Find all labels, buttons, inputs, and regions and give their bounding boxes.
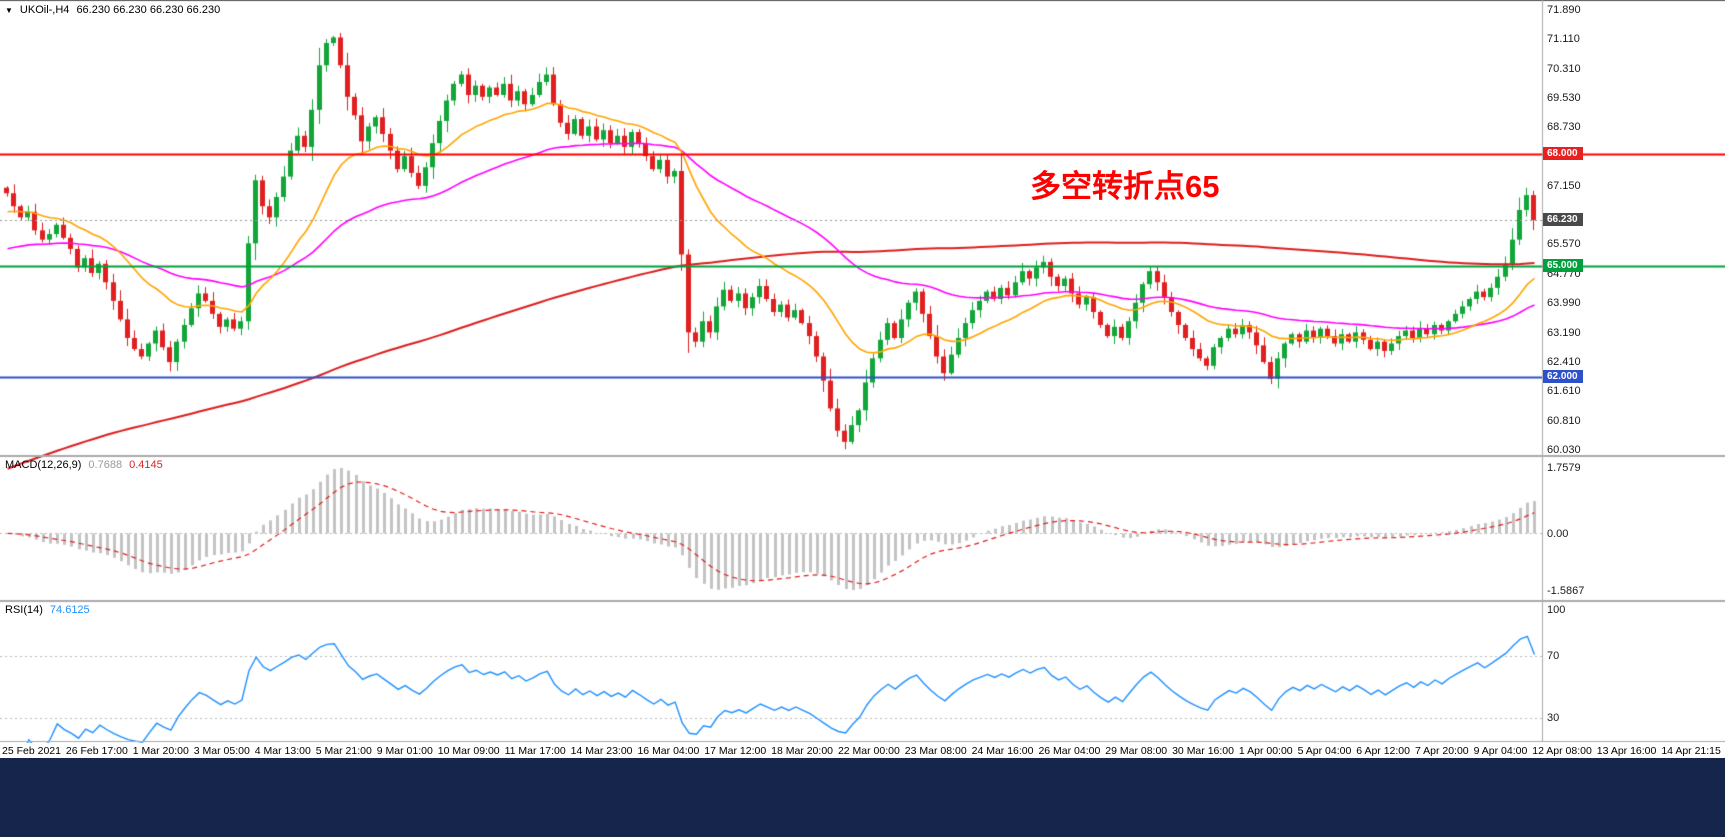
price-badge: 65.000 xyxy=(1543,258,1583,272)
price-tick-label: 63.190 xyxy=(1547,326,1581,339)
macd-name: MACD(12,26,9) xyxy=(5,459,82,471)
price-tick-label: 70.310 xyxy=(1547,62,1581,75)
price-tick-label: 63.990 xyxy=(1547,297,1581,310)
rsi-value: 74.6125 xyxy=(49,604,90,616)
time-label: 26 Feb 17:00 xyxy=(65,744,128,757)
rsi-axis-label: 30 xyxy=(1547,712,1560,724)
time-label: 5 Mar 21:00 xyxy=(315,744,372,757)
time-label: 26 Mar 04:00 xyxy=(1038,744,1101,757)
time-label: 5 Apr 04:00 xyxy=(1297,744,1352,757)
time-label: 17 Mar 12:00 xyxy=(704,744,767,757)
macd-main-value: 0.7688 xyxy=(88,459,123,471)
rsi-axis-label: 70 xyxy=(1547,650,1560,663)
rsi-axis-label: 100 xyxy=(1547,604,1566,616)
price-tick-label: 61.610 xyxy=(1547,385,1581,398)
price-tick-label: 69.530 xyxy=(1547,91,1581,104)
time-label: 16 Mar 04:00 xyxy=(637,744,700,757)
time-label: 18 Mar 20:00 xyxy=(771,744,833,757)
price-tick-label: 60.810 xyxy=(1547,415,1581,428)
time-label: 13 Apr 16:00 xyxy=(1596,744,1657,757)
price-tick-label: 71.890 xyxy=(1547,4,1581,16)
ohlc-values: 66.230 66.230 66.230 66.230 xyxy=(76,4,221,16)
time-label: 7 Apr 20:00 xyxy=(1414,744,1469,757)
time-label: 9 Apr 04:00 xyxy=(1473,744,1528,757)
time-label: 9 Mar 01:00 xyxy=(376,744,433,757)
price-badge: 62.000 xyxy=(1543,369,1583,383)
macd-panel-label: MACD(12,26,9) 0.7688 0.4145 xyxy=(5,459,163,471)
time-label: 23 Mar 08:00 xyxy=(904,744,967,757)
price-tick-label: 67.150 xyxy=(1547,179,1581,192)
time-label: 22 Mar 00:00 xyxy=(837,744,900,757)
time-label: 11 Mar 17:00 xyxy=(504,744,566,757)
macd-axis-label: 0.00 xyxy=(1547,527,1569,540)
time-label: 25 Feb 2021 xyxy=(2,744,61,757)
macd-axis-label: -1.5867 xyxy=(1547,585,1585,597)
time-label: 1 Mar 20:00 xyxy=(132,744,189,757)
chevron-down-icon[interactable]: ▼ xyxy=(5,5,13,15)
price-badge: 68.000 xyxy=(1543,147,1583,161)
symbol-period-label: UKOil-,H4 xyxy=(19,4,70,16)
time-label: 24 Mar 16:00 xyxy=(971,744,1034,757)
time-label: 1 Apr 00:00 xyxy=(1238,744,1293,757)
price-tick-label: 71.110 xyxy=(1547,32,1580,45)
time-label: 14 Apr 21:15 xyxy=(1661,744,1721,757)
chart-header: ▼ UKOil-,H4 66.230 66.230 66.230 66.230 xyxy=(5,4,220,16)
time-scale[interactable]: 25 Feb 2021 26 Feb 17:00 1 Mar 20:00 3 Mar … xyxy=(0,743,1723,758)
rsi-name: RSI(14) xyxy=(5,604,43,616)
time-label: 14 Mar 23:00 xyxy=(570,744,633,757)
time-label: 4 Mar 13:00 xyxy=(254,744,311,757)
macd-axis-label: 1.7579 xyxy=(1547,462,1581,474)
price-tick-label: 62.410 xyxy=(1547,355,1581,368)
price-badge: 66.230 xyxy=(1543,212,1583,226)
chart-canvas[interactable] xyxy=(0,0,1725,758)
price-tick-label: 68.730 xyxy=(1547,121,1581,134)
time-label: 10 Mar 09:00 xyxy=(437,744,500,757)
price-tick-label: 60.030 xyxy=(1547,443,1581,456)
time-label: 3 Mar 05:00 xyxy=(193,744,250,757)
macd-signal-value: 0.4145 xyxy=(129,459,163,471)
time-label: 12 Apr 08:00 xyxy=(1532,744,1592,757)
time-label: 6 Apr 12:00 xyxy=(1356,744,1410,757)
time-label: 30 Mar 16:00 xyxy=(1172,744,1234,757)
bottom-bar xyxy=(0,758,1725,837)
price-tick-label: 65.570 xyxy=(1547,238,1581,251)
annotation-text: 多空转折点65 xyxy=(1030,169,1220,204)
rsi-panel-label: RSI(14) 74.6125 xyxy=(5,604,90,616)
time-label: 29 Mar 08:00 xyxy=(1105,744,1168,757)
